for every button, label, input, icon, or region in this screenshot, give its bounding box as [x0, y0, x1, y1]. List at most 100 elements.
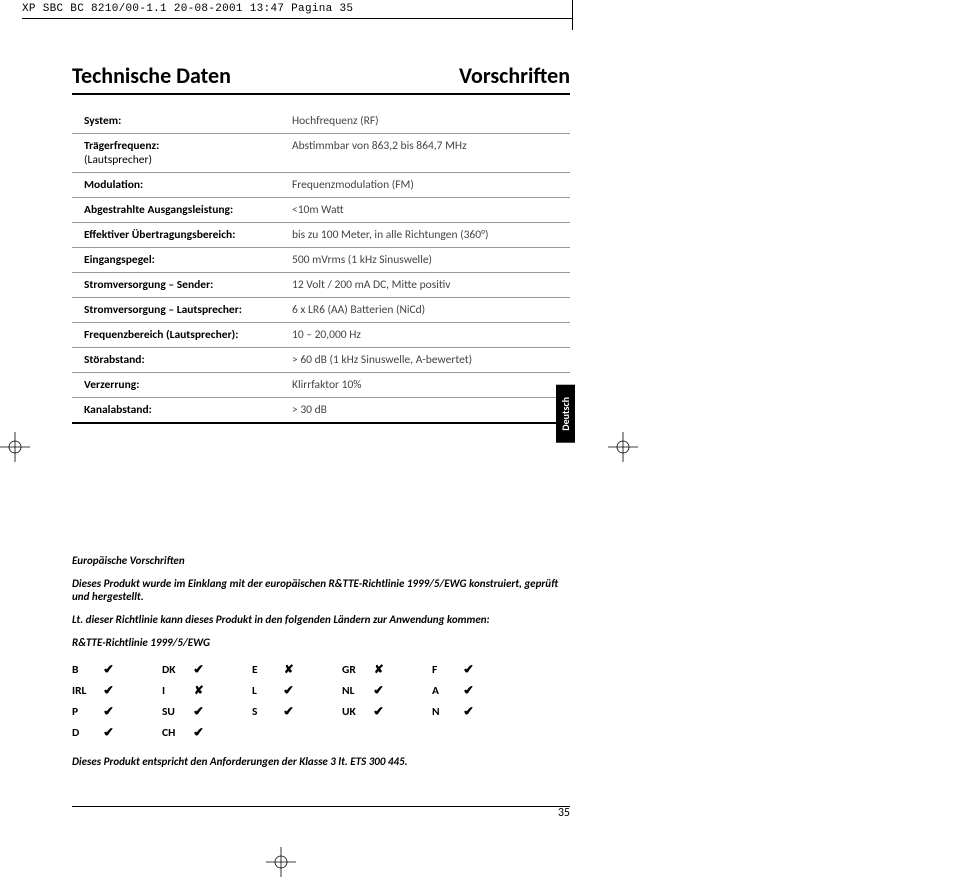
spec-label: Verzerrung:: [72, 373, 292, 398]
spec-row: Kanalabstand:> 30 dB: [72, 398, 570, 424]
spec-value: 10 – 20,000 Hz: [292, 323, 570, 348]
spec-value: > 30 dB: [292, 398, 570, 424]
country-code: [342, 722, 374, 743]
country-code: [252, 722, 284, 743]
country-row: D✔CH✔: [72, 722, 522, 743]
country-code: IRL: [72, 680, 104, 701]
country-code: UK: [342, 701, 374, 722]
spec-label: System:: [72, 109, 292, 134]
spec-label: Störabstand:: [72, 348, 292, 373]
spec-label: Modulation:: [72, 173, 292, 198]
spec-value: > 60 dB (1 kHz Sinuswelle, A-bewertet): [292, 348, 570, 373]
footer-rule: [72, 806, 570, 807]
spec-row: System:Hochfrequenz (RF): [72, 109, 570, 134]
check-icon: ✔: [374, 680, 432, 701]
registration-mark-bottom: [266, 847, 296, 877]
country-code: [432, 722, 464, 743]
check-icon: ✔: [284, 680, 342, 701]
page-content: Technische Daten Vorschriften System:Hoc…: [72, 62, 570, 424]
spec-label: Effektiver Übertragungsbereich:: [72, 223, 292, 248]
spec-row: Abgestrahlte Ausgangsleistung:<10m Watt: [72, 198, 570, 223]
spec-value: Frequenzmodulation (FM): [292, 173, 570, 198]
cross-icon: ✘: [284, 659, 342, 680]
regs-paragraph-1: Dieses Produkt wurde im Einklang mit der…: [72, 577, 570, 603]
spec-label: Stromversorgung – Lautsprecher:: [72, 298, 292, 323]
spec-row: Frequenzbereich (Lautsprecher):10 – 20,0…: [72, 323, 570, 348]
check-icon: ✔: [464, 701, 522, 722]
spec-row: Trägerfrequenz:(Lautsprecher)Abstimmbar …: [72, 134, 570, 173]
spec-row: Verzerrung:Klirrfaktor 10%: [72, 373, 570, 398]
check-icon: ✔: [104, 722, 162, 743]
country-code: L: [252, 680, 284, 701]
country-code: NL: [342, 680, 374, 701]
spec-value: 500 mVrms (1 kHz Sinuswelle): [292, 248, 570, 273]
spec-row: Effektiver Übertragungsbereich:bis zu 10…: [72, 223, 570, 248]
check-icon: ✔: [104, 701, 162, 722]
country-code: CH: [162, 722, 194, 743]
title-right: Vorschriften: [459, 62, 570, 89]
country-code: S: [252, 701, 284, 722]
registration-mark-right: [608, 432, 638, 462]
country-code: GR: [342, 659, 374, 680]
spec-row: Stromversorgung – Lautsprecher:6 x LR6 (…: [72, 298, 570, 323]
country-code: DK: [162, 659, 194, 680]
spec-value: 12 Volt / 200 mA DC, Mitte positiv: [292, 273, 570, 298]
country-code: P: [72, 701, 104, 722]
country-row: P✔SU✔S✔UK✔N✔: [72, 701, 522, 722]
spec-row: Modulation:Frequenzmodulation (FM): [72, 173, 570, 198]
spec-row: Stromversorgung – Sender:12 Volt / 200 m…: [72, 273, 570, 298]
country-code: F: [432, 659, 464, 680]
check-icon: ✔: [284, 701, 342, 722]
check-icon: ✔: [194, 722, 252, 743]
country-code: A: [432, 680, 464, 701]
spec-label: Frequenzbereich (Lautsprecher):: [72, 323, 292, 348]
spec-value: Hochfrequenz (RF): [292, 109, 570, 134]
check-icon: ✔: [464, 680, 522, 701]
print-header-meta: XP SBC BC 8210/00-1.1 20-08-2001 13:47 P…: [22, 3, 353, 15]
check-icon: ✔: [464, 659, 522, 680]
regulations-section: Europäische Vorschriften Dieses Produkt …: [72, 554, 570, 778]
check-icon: ✔: [194, 659, 252, 680]
spec-value: bis zu 100 Meter, in alle Richtungen (36…: [292, 223, 570, 248]
country-row: B✔DK✔E✘GR✘F✔: [72, 659, 522, 680]
registration-mark-left: [0, 432, 30, 462]
page-number: 35: [558, 806, 570, 820]
cross-icon: ✘: [374, 659, 432, 680]
check-icon: ✔: [104, 659, 162, 680]
empty: [284, 722, 342, 743]
spec-row: Eingangspegel:500 mVrms (1 kHz Sinuswell…: [72, 248, 570, 273]
country-code: E: [252, 659, 284, 680]
crop-mark-top-right: [572, 0, 573, 30]
regs-footer: Dieses Produkt entspricht den Anforderun…: [72, 755, 570, 768]
countries-table: B✔DK✔E✘GR✘F✔IRL✔I✘L✔NL✔A✔P✔SU✔S✔UK✔N✔D✔C…: [72, 659, 522, 743]
country-code: D: [72, 722, 104, 743]
country-code: N: [432, 701, 464, 722]
country-code: I: [162, 680, 194, 701]
check-icon: ✔: [374, 701, 432, 722]
spec-label: Eingangspegel:: [72, 248, 292, 273]
check-icon: ✔: [104, 680, 162, 701]
spec-label: Stromversorgung – Sender:: [72, 273, 292, 298]
spec-label: Kanalabstand:: [72, 398, 292, 424]
country-row: IRL✔I✘L✔NL✔A✔: [72, 680, 522, 701]
spec-row: Störabstand:> 60 dB (1 kHz Sinuswelle, A…: [72, 348, 570, 373]
spec-value: <10m Watt: [292, 198, 570, 223]
country-code: SU: [162, 701, 194, 722]
title-bar: Technische Daten Vorschriften: [72, 62, 570, 95]
check-icon: ✔: [194, 701, 252, 722]
spec-value: Klirrfaktor 10%: [292, 373, 570, 398]
country-code: B: [72, 659, 104, 680]
regs-heading: Europäische Vorschriften: [72, 554, 570, 567]
specs-table: System:Hochfrequenz (RF)Trägerfrequenz:(…: [72, 109, 570, 424]
cross-icon: ✘: [194, 680, 252, 701]
regs-table-title: R&TTE-Richtlinie 1999/5/EWG: [72, 636, 570, 649]
language-tab: Deutsch: [556, 385, 575, 443]
empty: [464, 722, 522, 743]
spec-value: Abstimmbar von 863,2 bis 864,7 MHz: [292, 134, 570, 173]
regs-paragraph-2: Lt. dieser Richtlinie kann dieses Produk…: [72, 613, 570, 626]
crop-mark-top: [22, 18, 572, 19]
spec-label: Trägerfrequenz:(Lautsprecher): [72, 134, 292, 173]
spec-label: Abgestrahlte Ausgangsleistung:: [72, 198, 292, 223]
spec-value: 6 x LR6 (AA) Batterien (NiCd): [292, 298, 570, 323]
title-left: Technische Daten: [72, 62, 231, 89]
